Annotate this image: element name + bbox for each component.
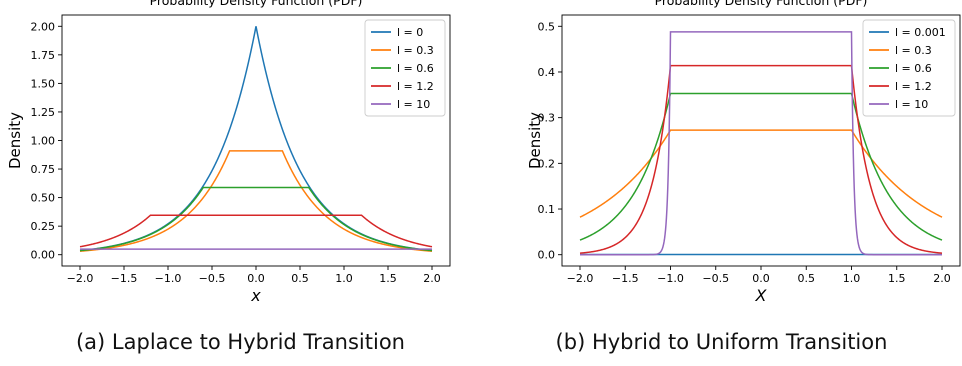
- y-tick-label: 1.50: [31, 77, 56, 90]
- legend-label-1: l = 0.3: [895, 44, 932, 57]
- x-tick-label: −0.5: [702, 272, 729, 285]
- chart-title: Probability Density Function (PDF): [150, 0, 363, 8]
- legend-box: [364, 19, 446, 117]
- x-tick-label: 0.5: [798, 272, 816, 285]
- x-tick-label: −1.5: [612, 272, 639, 285]
- y-tick-label: 0.50: [31, 192, 56, 205]
- legend-label-4: l = 10: [397, 98, 430, 111]
- y-tick-label: 1.00: [31, 135, 56, 148]
- caption-a: (a) Laplace to Hybrid Transition: [75, 330, 405, 354]
- x-tick-label: 1.0: [335, 272, 353, 285]
- y-tick-label: 1.75: [31, 49, 56, 62]
- x-tick-label: 2.0: [423, 272, 441, 285]
- series-line-3: [79, 214, 433, 248]
- x-tick-label: 1.0: [843, 272, 861, 285]
- legend-label-0: l = 0: [397, 26, 423, 39]
- series-line-1: [579, 129, 943, 218]
- y-tick-label: 1.25: [31, 106, 56, 119]
- legend-label-3: l = 1.2: [895, 80, 932, 93]
- x-tick-label: −1.0: [155, 272, 182, 285]
- y-tick-label: 2.00: [31, 20, 56, 33]
- legend-label-0: l = 0.001: [895, 26, 946, 39]
- y-axis-label: Density: [6, 112, 24, 169]
- x-tick-label: 1.5: [379, 272, 397, 285]
- x-tick-label: −1.5: [111, 272, 138, 285]
- x-tick-label: −0.5: [199, 272, 226, 285]
- series-line-1: [79, 150, 433, 252]
- y-tick-label: 0.5: [538, 20, 556, 33]
- series-line-3: [579, 64, 943, 254]
- chart-title: Probability Density Function (PDF): [655, 0, 868, 8]
- x-tick-label: −2.0: [567, 272, 594, 285]
- x-tick-label: −1.0: [657, 272, 684, 285]
- caption-b: (b) Hybrid to Uniform Transition: [555, 330, 888, 354]
- series-line-4: [580, 31, 942, 256]
- chart-hybrid-to-uniform: Probability Density Function (PDF) −2.0 −1…: [526, 0, 961, 305]
- y-axis-label: Density: [526, 112, 544, 169]
- x-tick-label: −2.0: [67, 272, 94, 285]
- y-tick-label: 0.3: [538, 112, 556, 125]
- legend-label-3: l = 1.2: [397, 80, 434, 93]
- legend-label-2: l = 0.6: [397, 62, 434, 75]
- x-tick-label: 0.5: [291, 272, 309, 285]
- x-axis-label: x: [250, 286, 261, 305]
- y-tick-label: 0.75: [31, 163, 56, 176]
- legend-label-1: l = 0.3: [397, 44, 434, 57]
- series-line-2: [79, 186, 433, 252]
- x-axis-label: X: [755, 286, 768, 305]
- y-tick-label: 0.00: [31, 249, 56, 262]
- legend-label-4: l = 10: [895, 98, 928, 111]
- series-line-2: [579, 92, 943, 241]
- y-tick-label: 0.1: [538, 203, 556, 216]
- x-tick-label: 0.0: [752, 272, 770, 285]
- y-tick-label: 0.25: [31, 220, 56, 233]
- x-tick-label: 2.0: [933, 272, 951, 285]
- y-tick-label: 0.4: [538, 66, 556, 79]
- legend-box: [862, 19, 956, 117]
- y-tick-label: 0.0: [538, 249, 556, 262]
- chart-laplace-to-hybrid: Probability Density Function (PDF) −2.0 −1…: [6, 0, 451, 305]
- legend-label-2: l = 0.6: [895, 62, 932, 75]
- y-tick-label: 0.2: [538, 157, 556, 170]
- x-tick-label: 1.5: [888, 272, 906, 285]
- x-tick-label: 0.0: [247, 272, 265, 285]
